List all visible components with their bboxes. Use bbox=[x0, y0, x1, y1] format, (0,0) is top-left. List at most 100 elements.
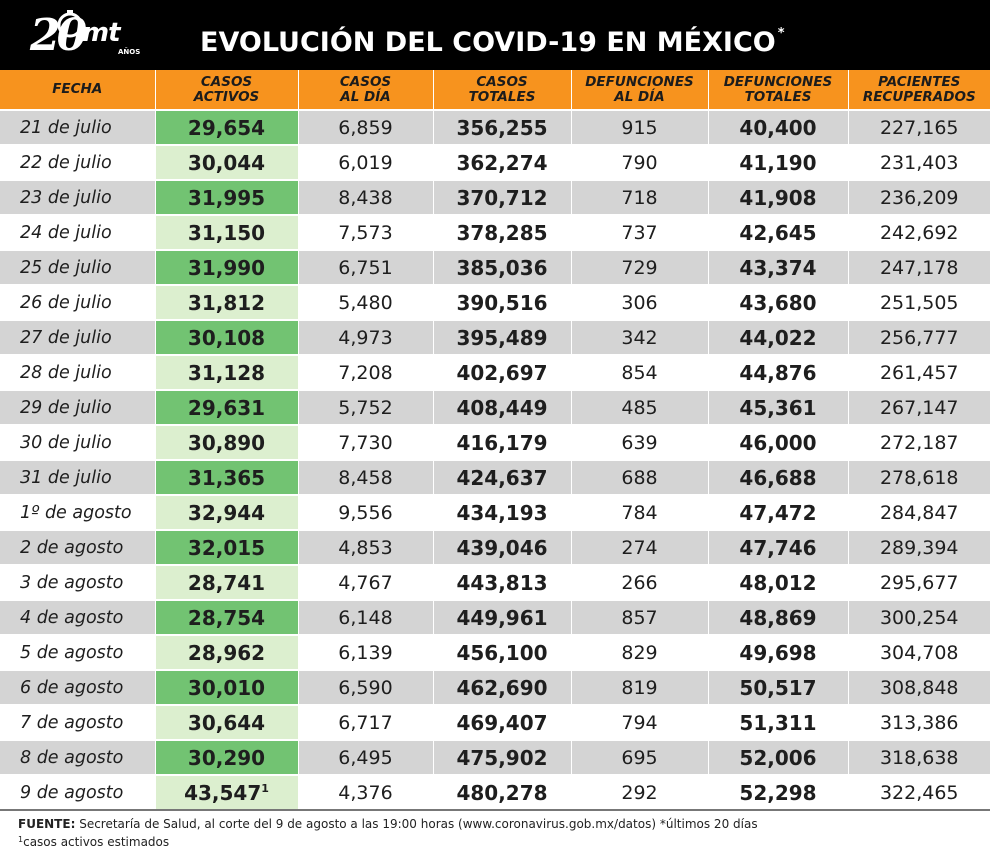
cell-value: 322,465 bbox=[879, 781, 959, 804]
cell-defunciones-totales: 45,361 bbox=[707, 389, 848, 425]
cell-value: 25 de julio bbox=[20, 257, 112, 278]
cell-value: 3 de agosto bbox=[20, 572, 124, 593]
cell-value: 300,254 bbox=[879, 606, 959, 629]
cell-value: 32,944 bbox=[187, 500, 266, 525]
cell-value: 43,547 bbox=[184, 780, 262, 805]
cell-pacientes-recuperados: 247,178 bbox=[847, 249, 990, 285]
cell-casos-totales: 443,813 bbox=[432, 564, 571, 600]
cell-value: 24 de julio bbox=[20, 222, 112, 243]
cell-value: 29,631 bbox=[187, 395, 266, 420]
cell-value: 362,274 bbox=[456, 150, 548, 175]
cell-value: 46,000 bbox=[739, 430, 817, 455]
table-row: 6 de agosto 30,010 6,590 462,690 819 50,517 30… bbox=[0, 669, 990, 705]
cell-value: 469,407 bbox=[456, 710, 548, 735]
cell-value: 6 de agosto bbox=[20, 677, 124, 698]
table-row: 29 de julio 29,631 5,752 408,449 485 45,361 26… bbox=[0, 389, 990, 425]
cell-value: 272,187 bbox=[879, 431, 959, 454]
cell-casos-al-dia: 6,019 bbox=[297, 144, 433, 180]
cell-pacientes-recuperados: 242,692 bbox=[847, 214, 990, 250]
cell-value: 29 de julio bbox=[20, 397, 112, 418]
cell-value: 31 de julio bbox=[20, 467, 112, 488]
cell-casos-activos: 31,990 bbox=[154, 249, 298, 285]
cell-defunciones-totales: 48,869 bbox=[707, 599, 848, 635]
cell-defunciones-totales: 51,311 bbox=[707, 704, 848, 740]
cell-defunciones-totales: 47,746 bbox=[707, 529, 848, 565]
cell-fecha: 30 de julio bbox=[0, 424, 155, 460]
cell-defunciones-al-dia: 695 bbox=[570, 739, 708, 775]
cell-value: 819 bbox=[621, 676, 658, 699]
cell-defunciones-al-dia: 639 bbox=[570, 424, 708, 460]
cell-defunciones-al-dia: 306 bbox=[570, 284, 708, 320]
cell-value: 28,754 bbox=[187, 605, 266, 630]
cell-value: 6,590 bbox=[338, 676, 393, 699]
cell-defunciones-al-dia: 485 bbox=[570, 389, 708, 425]
table-row: 25 de julio 31,990 6,751 385,036 729 43,374 24… bbox=[0, 249, 990, 285]
cell-value: 30,010 bbox=[187, 675, 266, 700]
column-header-line: TOTALES bbox=[744, 88, 812, 105]
cell-value: 8,458 bbox=[338, 466, 393, 489]
table-row: 23 de julio 31,995 8,438 370,712 718 41,908 23… bbox=[0, 179, 990, 215]
cell-casos-totales: 480,278 bbox=[432, 774, 571, 811]
cell-value: 31,990 bbox=[187, 255, 266, 280]
cell-casos-activos: 43,5471 bbox=[154, 774, 298, 811]
cell-defunciones-totales: 49,698 bbox=[707, 634, 848, 670]
footnote-mark: 1 bbox=[18, 835, 24, 844]
cell-casos-al-dia: 7,208 bbox=[297, 354, 433, 390]
cell-value: 6,019 bbox=[338, 151, 393, 174]
table-row: 28 de julio 31,128 7,208 402,697 854 44,876 26… bbox=[0, 354, 990, 390]
cell-casos-totales: 434,193 bbox=[432, 494, 571, 530]
cell-value: 688 bbox=[621, 466, 658, 489]
cell-value: 32,015 bbox=[187, 535, 266, 560]
cell-value: 1º de agosto bbox=[20, 502, 132, 523]
table-row: 9 de agosto 43,5471 4,376 480,278 292 52,298 3… bbox=[0, 774, 990, 811]
cell-value: 289,394 bbox=[879, 536, 959, 559]
cell-value: 7,573 bbox=[338, 221, 393, 244]
cell-value: 48,012 bbox=[739, 570, 817, 595]
cell-value: 784 bbox=[621, 501, 658, 524]
column-header-casos-activos: CASOS ACTIVOS bbox=[154, 70, 298, 111]
cell-value: 44,876 bbox=[739, 360, 817, 385]
cell-value: 390,516 bbox=[456, 290, 548, 315]
cell-value: 266 bbox=[621, 571, 658, 594]
cell-value: 30,890 bbox=[187, 430, 266, 455]
cell-defunciones-totales: 47,472 bbox=[707, 494, 848, 530]
cell-value: 227,165 bbox=[879, 116, 959, 139]
cell-defunciones-totales: 52,006 bbox=[707, 739, 848, 775]
cell-value: 292 bbox=[621, 781, 658, 804]
table-row: 1º de agosto 32,944 9,556 434,193 784 47,472 2… bbox=[0, 494, 990, 530]
cell-value: 737 bbox=[621, 221, 658, 244]
cell-value: 251,505 bbox=[879, 291, 959, 314]
cell-value: 30 de julio bbox=[20, 432, 112, 453]
source-text: Secretaría de Salud, al corte del 9 de a… bbox=[79, 817, 657, 831]
cell-value: 47,472 bbox=[739, 500, 817, 525]
cell-casos-activos: 30,108 bbox=[154, 319, 298, 355]
cell-fecha: 24 de julio bbox=[0, 214, 155, 250]
cell-value: 6,751 bbox=[338, 256, 393, 279]
cell-value: 4,853 bbox=[338, 536, 393, 559]
cell-value: 480,278 bbox=[456, 780, 548, 805]
cell-value: 6,495 bbox=[338, 746, 393, 769]
cell-casos-totales: 408,449 bbox=[432, 389, 571, 425]
cell-casos-activos: 31,128 bbox=[154, 354, 298, 390]
cell-defunciones-al-dia: 784 bbox=[570, 494, 708, 530]
cell-pacientes-recuperados: 278,618 bbox=[847, 459, 990, 495]
cell-defunciones-totales: 41,908 bbox=[707, 179, 848, 215]
cell-casos-activos: 31,812 bbox=[154, 284, 298, 320]
cell-value: 27 de julio bbox=[20, 327, 112, 348]
table-row: 3 de agosto 28,741 4,767 443,813 266 48,012 29… bbox=[0, 564, 990, 600]
cell-casos-totales: 439,046 bbox=[432, 529, 571, 565]
cell-casos-al-dia: 6,590 bbox=[297, 669, 433, 705]
cell-value: 231,403 bbox=[879, 151, 959, 174]
cell-value: 267,147 bbox=[879, 396, 959, 419]
cell-pacientes-recuperados: 304,708 bbox=[847, 634, 990, 670]
cell-value: 385,036 bbox=[456, 255, 548, 280]
column-header-line: AL DÍA bbox=[340, 88, 391, 105]
cell-value: 274 bbox=[621, 536, 658, 559]
header-bar: 20 mt AÑOS EVOLUCIÓN DEL COVID-19 EN MÉX… bbox=[0, 0, 990, 70]
cell-value: 28,962 bbox=[187, 640, 266, 665]
cell-casos-al-dia: 9,556 bbox=[297, 494, 433, 530]
cell-value: 50,517 bbox=[739, 675, 817, 700]
cell-value: 21 de julio bbox=[20, 117, 112, 138]
cell-value: 304,708 bbox=[879, 641, 959, 664]
table-header-row: FECHA CASOS ACTIVOS CASOS AL DÍA CASOS TOTALES… bbox=[0, 70, 990, 111]
